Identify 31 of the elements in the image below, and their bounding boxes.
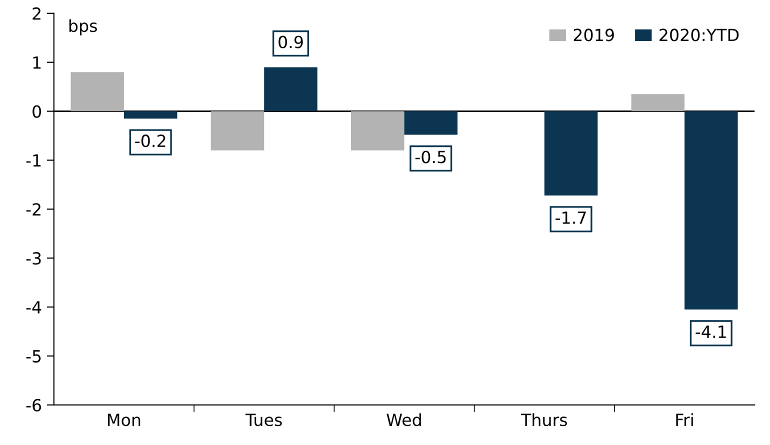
x-tick-label: Thurs [520, 413, 567, 426]
bar [350, 111, 404, 150]
legend-label: 2019 [574, 28, 614, 42]
data-label: -4.1 [696, 326, 726, 338]
legend-label: 2020:YTD [660, 28, 739, 42]
bar [544, 111, 598, 196]
y-axis-title: bps [69, 19, 97, 36]
bar [684, 111, 738, 310]
data-label: -1.7 [556, 212, 586, 224]
y-tick-label: -5 [26, 350, 41, 363]
x-tick-label: Tues [245, 414, 282, 426]
y-tick-label: 1 [33, 56, 41, 69]
bar [124, 111, 178, 119]
bar [70, 72, 124, 112]
y-tick-label: 2 [32, 7, 40, 20]
bar [210, 111, 264, 150]
y-tick-label: -2 [26, 203, 40, 216]
bar [404, 111, 458, 135]
x-tick-label: Fri [676, 413, 693, 426]
y-tick-label: -3 [26, 252, 41, 265]
bar [264, 67, 318, 112]
data-label: -0.5 [415, 150, 446, 164]
data-label: -0.2 [135, 134, 166, 148]
x-tick-label: Mon [108, 414, 140, 426]
bar [631, 94, 685, 112]
y-tick-label: 0 [32, 105, 41, 118]
y-tick-label: -4 [26, 301, 42, 314]
y-tick-label: -1 [26, 154, 41, 167]
y-tick-label: -6 [26, 398, 42, 412]
data-label: 0.9 [278, 36, 303, 48]
x-tick-label: Wed [386, 413, 421, 426]
